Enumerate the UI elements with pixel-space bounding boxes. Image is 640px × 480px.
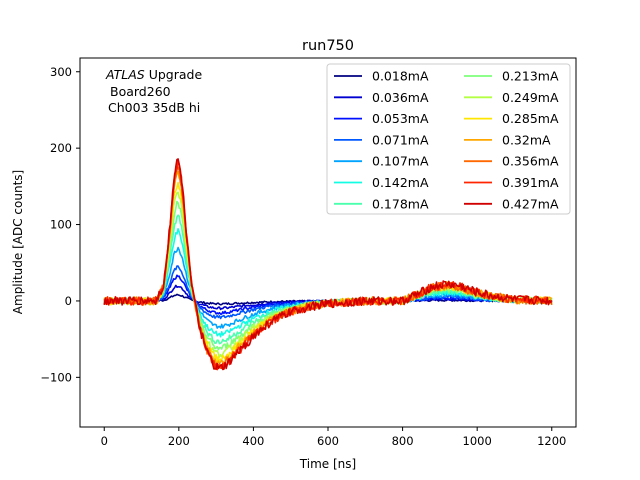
legend-label: 0.178mA (372, 196, 429, 211)
legend-label: 0.071mA (372, 132, 429, 147)
y-tick-label: 300 (50, 65, 72, 79)
x-tick-label: 0 (101, 434, 108, 448)
legend-label: 0.036mA (372, 90, 429, 105)
legend-label: 0.285mA (502, 111, 559, 126)
chart-title: run750 (302, 38, 354, 54)
series-lines (103, 158, 553, 371)
annotation-text: ATLAS Upgrade Board260 Ch003 35dB hi (105, 67, 202, 115)
x-tick-label: 1200 (537, 434, 566, 448)
x-tick-label: 1000 (463, 434, 492, 448)
y-tick-label: 200 (50, 141, 72, 155)
annotation-line-1: ATLAS Upgrade (105, 67, 202, 82)
legend-label: 0.32mA (502, 132, 551, 147)
legend-label: 0.427mA (502, 196, 559, 211)
series-line (103, 158, 553, 371)
x-tick-label: 800 (392, 434, 414, 448)
legend: 0.018mA 0.036mA 0.053mA 0.071mA 0.107mA 0.142… (326, 63, 571, 215)
legend-label: 0.213mA (502, 69, 559, 84)
series-line (103, 246, 553, 329)
y-tick-label: −100 (40, 370, 72, 384)
x-tick-label: 400 (242, 434, 264, 448)
legend-label: 0.249mA (502, 90, 559, 105)
legend-label: 0.053mA (372, 111, 429, 126)
annotation-line-2: Board260 (110, 84, 171, 99)
y-tick-label: 100 (50, 218, 72, 232)
legend-label: 0.018mA (372, 69, 429, 84)
legend-box (326, 63, 571, 215)
annotation-atlas: ATLAS (105, 67, 145, 82)
x-tick-label: 600 (317, 434, 339, 448)
y-axis-label: Amplitude [ADC counts] (11, 170, 25, 314)
x-axis-label: Time [ns] (299, 457, 356, 471)
legend-label: 0.107mA (372, 154, 429, 169)
x-tick-label: 200 (168, 434, 190, 448)
legend-label: 0.142mA (372, 175, 429, 190)
legend-label: 0.356mA (502, 154, 559, 169)
plot-area (103, 158, 553, 371)
annotation-upgrade: Upgrade (145, 67, 203, 82)
legend-label: 0.391mA (502, 175, 559, 190)
annotation-line-3: Ch003 35dB hi (108, 100, 200, 115)
y-tick-label: 0 (65, 294, 72, 308)
x-axis: 0 200 400 600 800 1000 1200 (101, 427, 566, 448)
y-axis: −100 0 100 200 300 (40, 65, 80, 384)
